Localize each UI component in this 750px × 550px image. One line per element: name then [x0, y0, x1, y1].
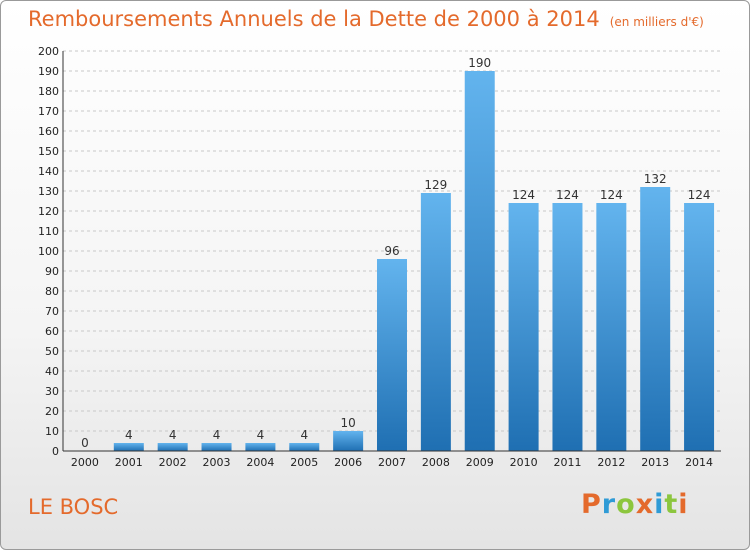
- logo-letter: i: [654, 489, 665, 520]
- bar: [420, 193, 451, 451]
- y-tick-label: 110: [38, 225, 59, 238]
- bar: [596, 203, 627, 451]
- x-tick-label: 2014: [685, 456, 713, 469]
- x-tick-label: 2002: [159, 456, 187, 469]
- y-tick-label: 80: [45, 285, 59, 298]
- value-label: 0: [81, 436, 89, 450]
- x-tick-label: 2005: [290, 456, 318, 469]
- value-label: 4: [257, 428, 265, 442]
- city-name: LE BOSC: [28, 495, 119, 519]
- bar: [333, 431, 364, 451]
- bar: [684, 203, 715, 451]
- title-row: Remboursements Annuels de la Dette de 20…: [28, 7, 704, 31]
- logo-letter: t: [664, 489, 679, 520]
- logo-letter: P: [581, 489, 602, 520]
- y-tick-label: 20: [45, 405, 59, 418]
- bar: [640, 187, 671, 451]
- x-tick-label: 2012: [597, 456, 625, 469]
- value-label: 129: [424, 178, 447, 192]
- x-tick-label: 2001: [115, 456, 143, 469]
- bar: [552, 203, 583, 451]
- y-tick-label: 140: [38, 165, 59, 178]
- bar: [377, 259, 407, 451]
- bar: [289, 443, 320, 451]
- x-tick-label: 2003: [203, 456, 231, 469]
- y-tick-label: 50: [45, 345, 59, 358]
- value-label: 4: [213, 428, 221, 442]
- value-label: 190: [468, 56, 491, 70]
- value-label: 4: [300, 428, 308, 442]
- y-tick-label: 170: [38, 105, 59, 118]
- value-label: 124: [512, 188, 535, 202]
- bar: [245, 443, 276, 451]
- x-tick-label: 2009: [466, 456, 494, 469]
- bar: [201, 443, 232, 451]
- logo-letter: x: [635, 489, 655, 520]
- value-label: 124: [688, 188, 711, 202]
- bar: [157, 443, 188, 451]
- value-label: 10: [340, 416, 355, 430]
- x-tick-label: 2008: [422, 456, 450, 469]
- y-tick-label: 150: [38, 145, 59, 158]
- x-tick-label: 2000: [71, 456, 99, 469]
- x-tick-label: 2011: [553, 456, 581, 469]
- y-tick-label: 200: [38, 45, 59, 58]
- value-label: 4: [125, 428, 133, 442]
- y-tick-label: 10: [45, 425, 59, 438]
- y-tick-label: 130: [38, 185, 59, 198]
- x-tick-label: 2007: [378, 456, 406, 469]
- bar: [464, 71, 495, 451]
- y-tick-label: 100: [38, 245, 59, 258]
- value-label: 132: [644, 172, 667, 186]
- x-tick-label: 2004: [246, 456, 274, 469]
- y-tick-label: 190: [38, 65, 59, 78]
- value-label: 124: [600, 188, 623, 202]
- bar: [508, 203, 539, 451]
- value-label: 96: [384, 244, 399, 258]
- y-tick-label: 70: [45, 305, 59, 318]
- y-tick-label: 40: [45, 365, 59, 378]
- value-label: 4: [169, 428, 177, 442]
- y-tick-label: 160: [38, 125, 59, 138]
- y-tick-label: 90: [45, 265, 59, 278]
- bar: [113, 443, 144, 451]
- chart-subtitle: (en milliers d'€): [609, 15, 704, 29]
- y-tick-label: 0: [52, 445, 59, 458]
- y-tick-label: 120: [38, 205, 59, 218]
- proxiti-logo: Proxiti: [581, 489, 689, 520]
- value-label: 124: [556, 188, 579, 202]
- chart-title: Remboursements Annuels de la Dette de 20…: [28, 7, 600, 31]
- logo-letter: i: [678, 489, 689, 520]
- logo-letter: r: [601, 489, 617, 520]
- x-tick-label: 2010: [510, 456, 538, 469]
- y-tick-label: 180: [38, 85, 59, 98]
- logo-letter: o: [616, 489, 636, 520]
- y-tick-label: 60: [45, 325, 59, 338]
- x-tick-label: 2013: [641, 456, 669, 469]
- y-tick-label: 30: [45, 385, 59, 398]
- x-tick-label: 2006: [334, 456, 362, 469]
